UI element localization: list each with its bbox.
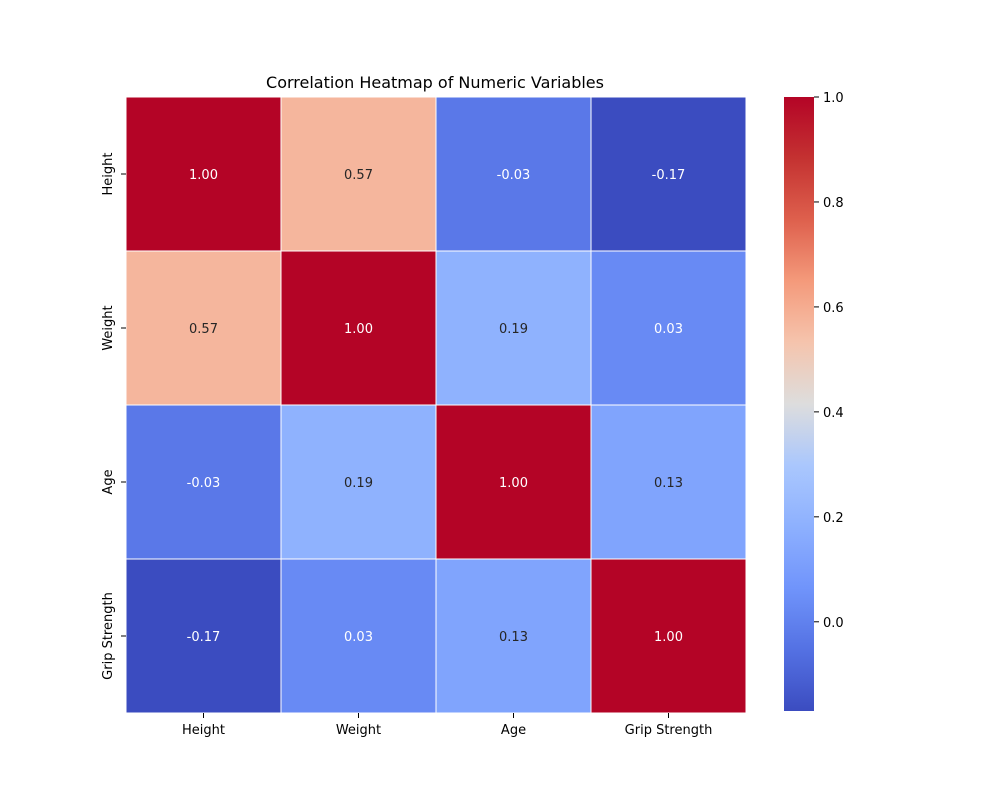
heatmap-cell	[280, 96, 437, 252]
x-tick-label: Grip Strength	[625, 723, 713, 738]
heatmap-cell	[435, 96, 592, 252]
heatmap-cell-label: 0.19	[344, 476, 373, 491]
colorbar-tick-label: 0.6	[823, 301, 844, 316]
y-tick-label: Grip Strength	[101, 592, 116, 680]
x-axis: Height Weight Age Grip Strength	[182, 713, 712, 738]
y-tick-label: Age	[101, 469, 116, 494]
heatmap-cell-label: 0.03	[344, 630, 373, 645]
heatmap-cell	[125, 250, 282, 406]
x-tick-label: Weight	[336, 723, 381, 738]
heatmap-cell	[435, 558, 592, 714]
colorbar-tick-label: 0.8	[823, 196, 844, 211]
x-tick-label: Height	[182, 723, 225, 738]
heatmap-cell	[590, 250, 747, 406]
heatmap-cell	[280, 404, 437, 560]
heatmap-cell	[280, 558, 437, 714]
colorbar	[784, 97, 814, 711]
heatmap-cell-label: 0.19	[499, 322, 528, 337]
heatmap-cell	[590, 558, 747, 714]
heatmap-cell-label: 0.13	[654, 476, 683, 491]
heatmap-cell-label: 0.03	[654, 322, 683, 337]
y-axis: Height Weight Age Grip Strength	[101, 153, 126, 680]
heatmap-cell-label: -0.03	[497, 168, 531, 183]
heatmap-cell-label: 0.57	[344, 168, 373, 183]
heatmap-cell-labels: 1.00 0.57 -0.03 -0.17 0.57 1.00 0.19 0.03 -0.03 0…	[187, 168, 686, 645]
heatmap-cell	[590, 404, 747, 560]
colorbar-tick-label: 1.0	[823, 91, 844, 106]
heatmap-cell-label: 1.00	[344, 322, 373, 337]
colorbar-ticks: 0.0 0.2 0.4 0.6 0.8 1.0	[814, 91, 844, 631]
chart-title: Correlation Heatmap of Numeric Variables	[266, 73, 604, 92]
heatmap-cell-label: 0.13	[499, 630, 528, 645]
heatmap-cells	[125, 96, 747, 714]
heatmap-cell	[280, 250, 437, 406]
heatmap-cell-label: -0.17	[652, 168, 686, 183]
heatmap-cell-label: 1.00	[189, 168, 218, 183]
heatmap-cell	[435, 250, 592, 406]
heatmap-cell-label: 1.00	[499, 476, 528, 491]
colorbar-tick-label: 0.4	[823, 406, 844, 421]
heatmap-cell	[125, 96, 282, 252]
colorbar-gradient	[784, 97, 814, 711]
heatmap-cell	[590, 96, 747, 252]
heatmap-cell-label: -0.17	[187, 630, 221, 645]
colorbar-tick-label: 0.2	[823, 511, 844, 526]
heatmap-cell	[125, 558, 282, 714]
y-tick-label: Weight	[101, 305, 116, 350]
heatmap-cell-label: -0.03	[187, 476, 221, 491]
heatmap-cell-label: 0.57	[189, 322, 218, 337]
x-tick-label: Age	[501, 723, 526, 738]
y-tick-label: Height	[101, 153, 116, 196]
colorbar-tick-label: 0.0	[823, 616, 844, 631]
heatmap-cell-label: 1.00	[654, 630, 683, 645]
